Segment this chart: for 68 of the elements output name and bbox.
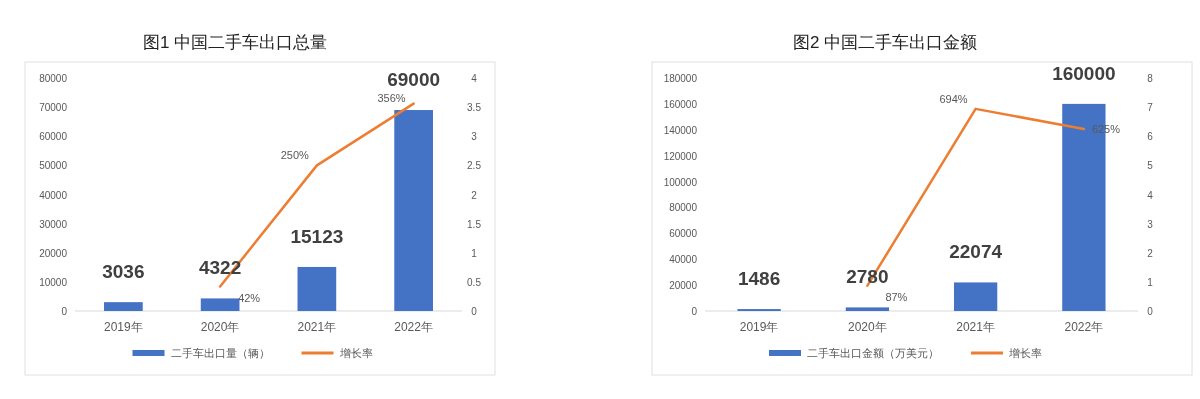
- y2-tick-label: 4: [1147, 189, 1154, 201]
- y-tick-label: 80000: [39, 73, 68, 84]
- data-label: 694%: [939, 92, 968, 105]
- y2-tick-label: 6: [1147, 131, 1154, 143]
- y-tick-label: 50000: [39, 160, 68, 172]
- y-tick-label: 0: [61, 306, 68, 317]
- y2-tick-label: 8: [1147, 73, 1154, 84]
- legend-label: 二手车出口金额（万美元）: [807, 347, 939, 359]
- y-tick-label: 60000: [39, 131, 68, 143]
- chart-title: 图1 中国二手车出口总量: [142, 33, 328, 52]
- y-tick-label: 40000: [669, 254, 698, 266]
- data-label: 87%: [885, 290, 908, 303]
- data-label: 69000: [387, 69, 441, 91]
- chart-title: 图2 中国二手车出口金额: [792, 33, 978, 52]
- y2-tick-label: 2: [1147, 247, 1154, 259]
- x-tick-label: 2021年: [956, 320, 995, 334]
- bar: [200, 298, 240, 311]
- y2-tick-label: 1.5: [467, 218, 482, 230]
- y2-tick-label: 0.5: [467, 276, 482, 288]
- y2-tick-label: 7: [1147, 102, 1154, 114]
- y2-tick-label: 2: [471, 189, 478, 201]
- x-tick-label: 2022年: [394, 320, 433, 334]
- bar: [297, 266, 337, 311]
- data-label: 15123: [290, 225, 344, 247]
- y-tick-label: 20000: [669, 280, 698, 292]
- y-tick-label: 100000: [663, 176, 698, 188]
- y2-tick-label: 1: [1147, 276, 1154, 288]
- bar: [394, 110, 433, 311]
- y-tick-label: 70000: [39, 102, 68, 114]
- bar: [104, 302, 143, 311]
- y2-tick-label: 4: [471, 73, 478, 84]
- y-tick-label: 180000: [663, 73, 698, 84]
- y2-tick-label: 2.5: [467, 160, 482, 172]
- x-tick-label: 2019年: [739, 320, 779, 334]
- x-tick-label: 2019年: [104, 320, 143, 334]
- x-tick-label: 2021年: [297, 320, 337, 334]
- x-tick-label: 2022年: [1064, 320, 1104, 334]
- data-label: 250%: [280, 149, 310, 162]
- y-tick-label: 40000: [39, 189, 68, 201]
- data-label: 42%: [238, 291, 261, 304]
- x-tick-label: 2020年: [848, 320, 887, 334]
- y-tick-label: 0: [691, 306, 698, 317]
- y2-tick-label: 1: [471, 247, 478, 259]
- y-tick-label: 120000: [663, 150, 698, 162]
- x-tick-label: 2020年: [200, 320, 240, 334]
- legend-label: 增长率: [338, 347, 373, 359]
- y-tick-label: 60000: [669, 228, 698, 240]
- bar: [845, 307, 890, 311]
- data-label: 1486: [737, 268, 781, 290]
- y-tick-label: 160000: [663, 98, 698, 110]
- y-tick-label: 80000: [669, 202, 698, 214]
- data-label: 356%: [377, 91, 406, 104]
- y-tick-label: 140000: [663, 124, 698, 136]
- y-tick-label: 10000: [39, 276, 68, 288]
- bar: [953, 282, 998, 311]
- y-tick-label: 30000: [39, 218, 68, 230]
- y2-tick-label: 0: [1147, 306, 1154, 317]
- y2-tick-label: 3: [471, 131, 478, 143]
- data-label: 22074: [949, 241, 1003, 263]
- y2-tick-label: 0: [471, 306, 478, 317]
- y2-tick-label: 5: [1147, 160, 1154, 172]
- y-tick-label: 20000: [39, 247, 68, 259]
- data-label: 3036: [102, 261, 145, 283]
- data-label: 160000: [1052, 62, 1116, 84]
- y2-tick-label: 3.5: [467, 102, 482, 114]
- y2-tick-label: 3: [1147, 218, 1154, 230]
- legend-label: 增长率: [1008, 347, 1042, 359]
- legend-label: 二手车出口量（辆）: [170, 347, 270, 359]
